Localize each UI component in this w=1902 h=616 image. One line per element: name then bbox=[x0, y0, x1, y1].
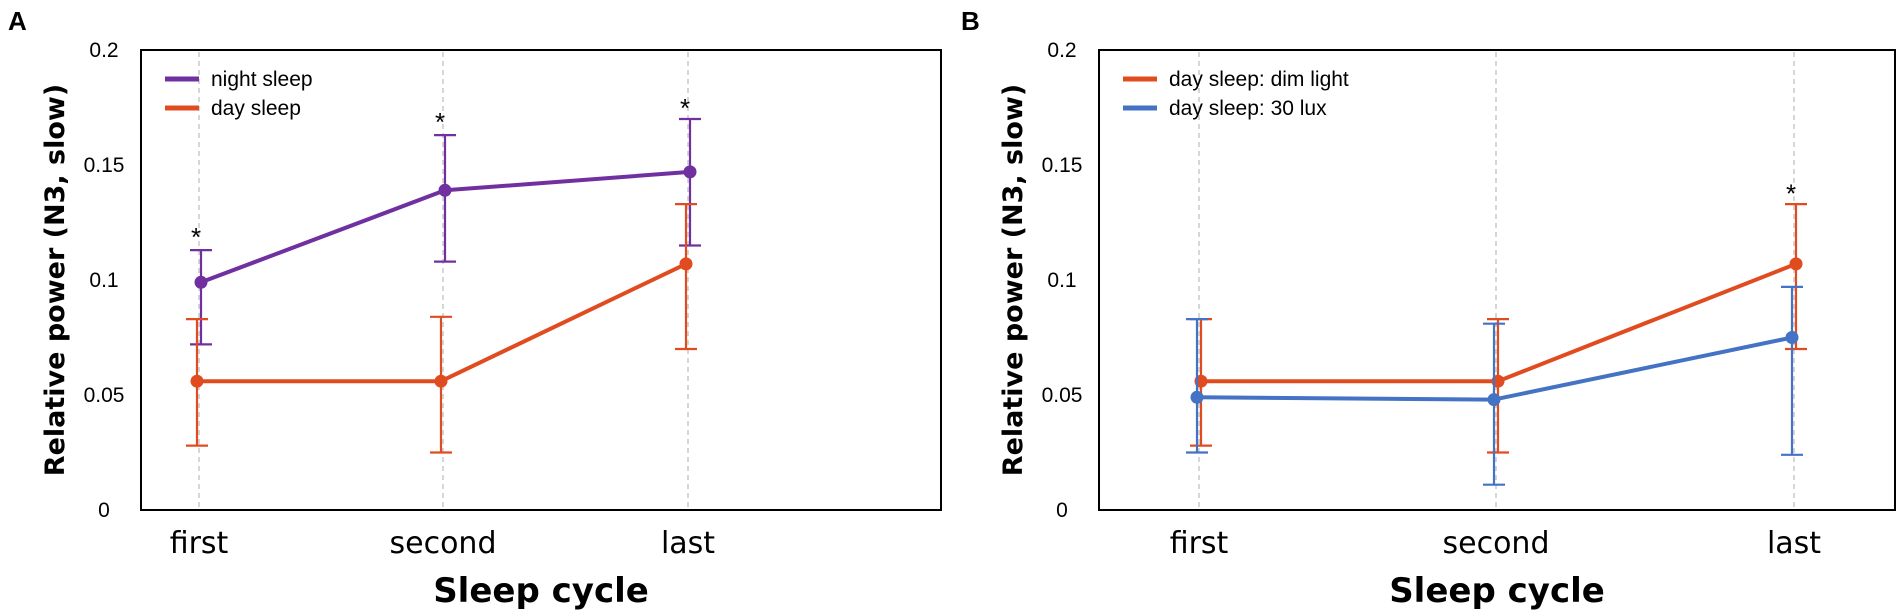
series-day-sleep-dim-light bbox=[1190, 203, 1807, 454]
legend-item: day sleep: 30 lux bbox=[1123, 97, 1327, 120]
panel-b-annotations: * bbox=[1786, 178, 1796, 208]
panel-a-y-axis-title: Relative power (N3, slow) bbox=[40, 84, 71, 476]
data-point bbox=[1190, 390, 1204, 404]
legend-label: night sleep bbox=[211, 68, 313, 91]
significance-marker: * bbox=[191, 222, 201, 252]
panel-b-x-axis: first second last bbox=[1170, 526, 1822, 561]
panel-a-x-axis-title: Sleep cycle bbox=[433, 571, 649, 611]
data-point bbox=[1785, 331, 1799, 344]
panel-b-label: B bbox=[961, 6, 980, 36]
legend-label: day sleep bbox=[211, 97, 301, 120]
series-night-sleep bbox=[190, 117, 701, 346]
data-point bbox=[190, 374, 204, 388]
x-tick-label-second: second bbox=[1443, 526, 1550, 561]
series-day-sleep bbox=[186, 203, 697, 454]
data-point bbox=[194, 275, 208, 289]
panel-a-annotations: * * * bbox=[191, 93, 690, 252]
x-tick-label-second: second bbox=[390, 526, 497, 561]
x-tick-label-first: first bbox=[1170, 526, 1229, 561]
panel-a-x-axis: first second last bbox=[170, 526, 716, 561]
panel-b-y-axis: 0 0.05 0.1 0.15 0.2 bbox=[1042, 39, 1083, 522]
data-point bbox=[683, 165, 697, 179]
panel-a-y-axis: 0 0.05 0.1 0.15 0.2 bbox=[84, 39, 125, 522]
panel-b: B 0 0.05 0.1 0.15 0.2 first second last * day … bbox=[961, 6, 1896, 611]
data-point bbox=[1789, 257, 1803, 271]
panel-b-y-axis-title: Relative power (N3, slow) bbox=[998, 84, 1029, 476]
y-tick-label: 0.2 bbox=[89, 39, 118, 62]
data-point bbox=[438, 183, 452, 197]
significance-marker: * bbox=[435, 107, 445, 137]
x-tick-label-first: first bbox=[170, 526, 229, 561]
y-tick-label: 0.05 bbox=[1042, 384, 1083, 407]
legend-item: day sleep: dim light bbox=[1123, 68, 1349, 91]
legend-item: day sleep bbox=[165, 97, 301, 120]
panel-a-series bbox=[186, 117, 701, 454]
y-tick-label: 0 bbox=[1056, 499, 1068, 522]
y-tick-label: 0.2 bbox=[1047, 39, 1076, 62]
significance-marker: * bbox=[680, 93, 690, 123]
x-tick-label-last: last bbox=[1767, 526, 1821, 561]
significance-marker: * bbox=[1786, 178, 1796, 208]
panel-b-legend: day sleep: dim light day sleep: 30 lux bbox=[1123, 68, 1349, 120]
panel-a: A 0 0.05 0.1 0.15 0.2 first second last * * * ni… bbox=[8, 6, 942, 611]
panel-a-label: A bbox=[8, 6, 27, 36]
panel-b-x-axis-title: Sleep cycle bbox=[1389, 571, 1605, 611]
y-tick-label: 0.1 bbox=[89, 269, 118, 292]
data-point bbox=[1487, 393, 1501, 407]
y-tick-label: 0.15 bbox=[84, 154, 125, 177]
y-tick-label: 0.1 bbox=[1047, 269, 1076, 292]
legend-label: day sleep: 30 lux bbox=[1169, 97, 1327, 120]
y-tick-label: 0 bbox=[98, 499, 110, 522]
series-day-sleep-30-lux bbox=[1186, 285, 1803, 486]
panel-a-plot-frame bbox=[140, 49, 942, 511]
data-point bbox=[434, 374, 448, 388]
legend-item: night sleep bbox=[165, 68, 313, 91]
panel-a-legend: night sleep day sleep bbox=[165, 68, 313, 120]
legend-label: day sleep: dim light bbox=[1169, 68, 1349, 91]
y-tick-label: 0.15 bbox=[1042, 154, 1083, 177]
panel-b-gridlines bbox=[1198, 52, 1795, 508]
y-tick-label: 0.05 bbox=[84, 384, 125, 407]
data-point bbox=[679, 257, 693, 271]
panel-b-series bbox=[1186, 203, 1807, 486]
x-tick-label-last: last bbox=[661, 526, 715, 561]
